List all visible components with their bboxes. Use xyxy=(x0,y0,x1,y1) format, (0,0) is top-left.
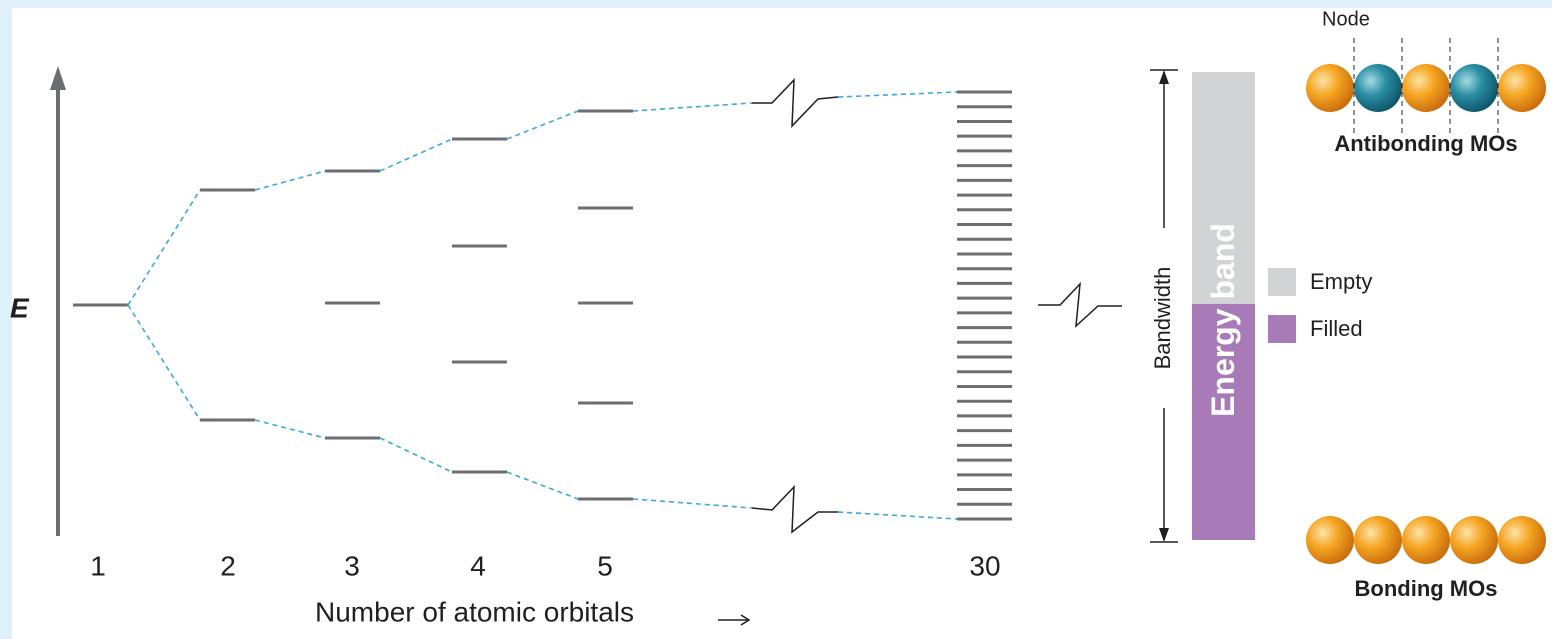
legend-label: Filled xyxy=(1310,316,1363,341)
connector xyxy=(379,437,453,473)
column-label: 5 xyxy=(597,550,613,581)
connector xyxy=(127,304,201,421)
connector xyxy=(632,498,753,509)
column-label: 2 xyxy=(220,550,236,581)
antibonding-spheres xyxy=(1306,38,1546,136)
bonding-spheres xyxy=(1306,516,1546,564)
break-mark xyxy=(751,485,838,534)
column-label: 4 xyxy=(470,550,486,581)
band-label-first: Energy xyxy=(1205,308,1241,417)
bonding-label: Bonding MOs xyxy=(1355,576,1498,601)
column-label: 30 xyxy=(969,550,1000,581)
break-mark xyxy=(1038,281,1122,328)
band-label: Energy band xyxy=(1205,223,1241,417)
antibonding-label: Antibonding MOs xyxy=(1334,131,1517,156)
x-axis-label: Number of atomic orbitals xyxy=(315,596,634,627)
energy-label: E xyxy=(10,292,30,323)
legend-label: Empty xyxy=(1310,269,1372,294)
band-filled xyxy=(1192,304,1255,540)
connector xyxy=(506,110,579,140)
connector xyxy=(506,471,579,500)
legend-swatch xyxy=(1268,268,1296,296)
connector xyxy=(632,102,753,112)
connector xyxy=(254,419,326,439)
connector xyxy=(837,91,958,98)
band-label-second: band xyxy=(1205,223,1241,299)
connectors xyxy=(127,78,1122,534)
column-label: 1 xyxy=(90,550,106,581)
node-label: Node xyxy=(1322,8,1370,30)
x-axis-arrow xyxy=(718,614,751,626)
connector xyxy=(837,511,958,520)
legend-swatch xyxy=(1268,315,1296,343)
bandwidth-label: Bandwidth xyxy=(1150,267,1175,370)
break-mark xyxy=(752,78,839,128)
bandwidth-arrow xyxy=(1150,69,1178,543)
connector xyxy=(127,189,201,306)
connector xyxy=(379,138,453,172)
column-labels: 1 2 3 4 5 30 xyxy=(90,550,1000,581)
connector xyxy=(254,170,326,191)
axis-arrowhead xyxy=(50,66,66,90)
band-empty xyxy=(1192,72,1255,304)
energy-levels xyxy=(73,90,1012,521)
column-label: 3 xyxy=(344,550,360,581)
